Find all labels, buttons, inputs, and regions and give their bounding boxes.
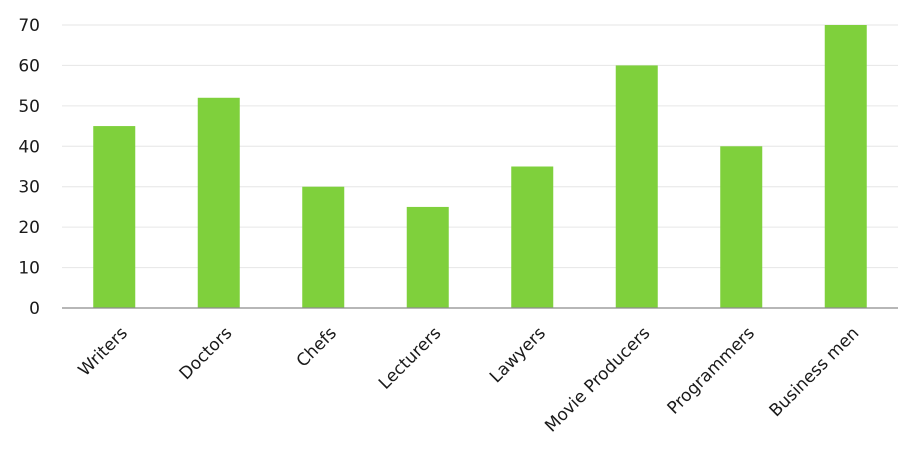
bar-chefs — [302, 186, 345, 308]
y-tick-label-70: 70 — [18, 16, 40, 36]
y-tick-label-60: 60 — [18, 56, 40, 76]
y-axis-tick-labels: 0 10 20 30 40 50 60 70 — [18, 16, 40, 319]
y-tick-label-50: 50 — [18, 97, 40, 117]
bar-movie-producers — [615, 65, 658, 308]
y-tick-label-0: 0 — [29, 299, 40, 319]
x-category-label-chefs: Chefs — [293, 323, 341, 371]
y-tick-label-10: 10 — [18, 259, 40, 279]
bars — [93, 25, 867, 309]
x-category-label-movie-producers: Movie Producers — [541, 323, 654, 436]
x-axis-category-labels: Writers Doctors Chefs Lecturers LawyersMovie… — [75, 323, 864, 436]
y-tick-label-30: 30 — [18, 178, 40, 198]
x-category-label-business-men: Business men — [766, 323, 864, 421]
y-tick-label-40: 40 — [18, 137, 40, 157]
gridlines — [62, 24, 898, 269]
x-category-label-lecturers: Lecturers — [375, 323, 445, 393]
x-category-label-programmers: Programmers — [664, 323, 759, 418]
bar-doctors — [197, 97, 240, 309]
x-category-label-doctors: Doctors — [176, 323, 237, 384]
bar-lawyers — [511, 166, 554, 308]
bar-business-men — [824, 25, 867, 308]
y-tick-label-20: 20 — [18, 218, 40, 238]
x-category-label-lawyers: Lawyers — [486, 323, 550, 387]
x-category-label-writers: Writers — [75, 323, 132, 380]
bar-writers — [93, 126, 136, 308]
bar-programmers — [720, 146, 763, 308]
bar-lecturers — [406, 206, 449, 308]
